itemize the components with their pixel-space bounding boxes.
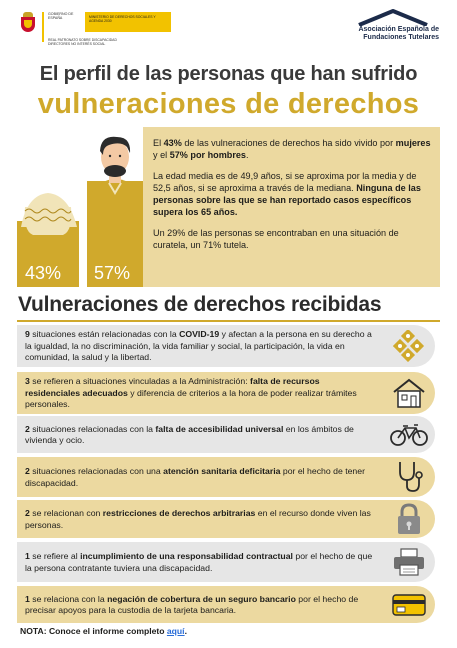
assoc-line2: Fundaciones Tutelares xyxy=(363,34,439,41)
bicycle-icon xyxy=(389,417,429,453)
page-title-highlight: vulneraciones de derechos xyxy=(37,88,420,120)
people-illustration xyxy=(17,136,144,287)
page-title: El perfil de las personas que han sufrid… xyxy=(39,63,418,85)
section-title: Vulneraciones de derechos recibidas xyxy=(18,293,382,316)
women-percent: 43% xyxy=(25,263,62,283)
list-item-administration: 3 se refieren a situaciones vinculadas a… xyxy=(17,372,435,414)
report-link[interactable]: aquí xyxy=(166,626,185,636)
list-item-accessibility: 2 situaciones relacionadas con la falta … xyxy=(17,416,435,453)
list-item-covid: 9 situaciones están relacionadas con la … xyxy=(17,325,435,367)
list-item-insurance: 1 se relaciona con la negación de cobert… xyxy=(17,586,435,623)
government-logo: GOBIERNO DE ESPAÑA MINISTERIO DE DERECHO… xyxy=(20,12,171,46)
list-item-restrictions: 2 se relacionan con restricciones de der… xyxy=(17,500,435,538)
section-divider xyxy=(17,320,440,322)
stethoscope-icon xyxy=(389,459,429,495)
gov-ministry: GOBIERNO DE ESPAÑA xyxy=(48,12,74,21)
printer-icon xyxy=(389,544,429,580)
coat-of-arms-icon xyxy=(20,12,36,34)
stats-paragraph-gender: El 43% de las vulneraciones de derechos … xyxy=(153,138,431,160)
padlock-icon xyxy=(389,501,429,537)
stats-paragraph-guardianship: Un 29% de las personas se encontraban en… xyxy=(153,228,399,250)
stats-paragraph-age: La edad media es de 49,9 años, si se apr… xyxy=(153,171,421,217)
house-icon xyxy=(389,375,429,411)
gender-figures: 43% 57% xyxy=(17,127,144,287)
gov-sub: REAL PATRONATO SOBRE DISCAPACIDAD DIRECT… xyxy=(48,38,117,46)
header: GOBIERNO DE ESPAÑA MINISTERIO DE DERECHO… xyxy=(0,0,457,58)
assoc-line1: Asociación Española de xyxy=(358,26,439,33)
gov-dept: MINISTERIO DE DERECHOS SOCIALES Y AGENDA… xyxy=(85,12,171,32)
men-percent: 57% xyxy=(94,263,131,283)
footer-note: NOTA: Conoce el informe completo aquí. xyxy=(20,626,187,636)
diamond-pattern-icon xyxy=(389,328,429,364)
bank-card-icon xyxy=(389,587,429,623)
association-logo: Asociación Española de Fundaciones Tutel… xyxy=(349,8,439,48)
list-item-healthcare: 2 situaciones relacionadas con una atenc… xyxy=(17,457,435,497)
roof-icon xyxy=(358,9,428,26)
list-item-contract: 1 se refiere al incumplimiento de una re… xyxy=(17,542,435,582)
stats-box: El 43% de las vulneraciones de derechos … xyxy=(143,127,440,287)
